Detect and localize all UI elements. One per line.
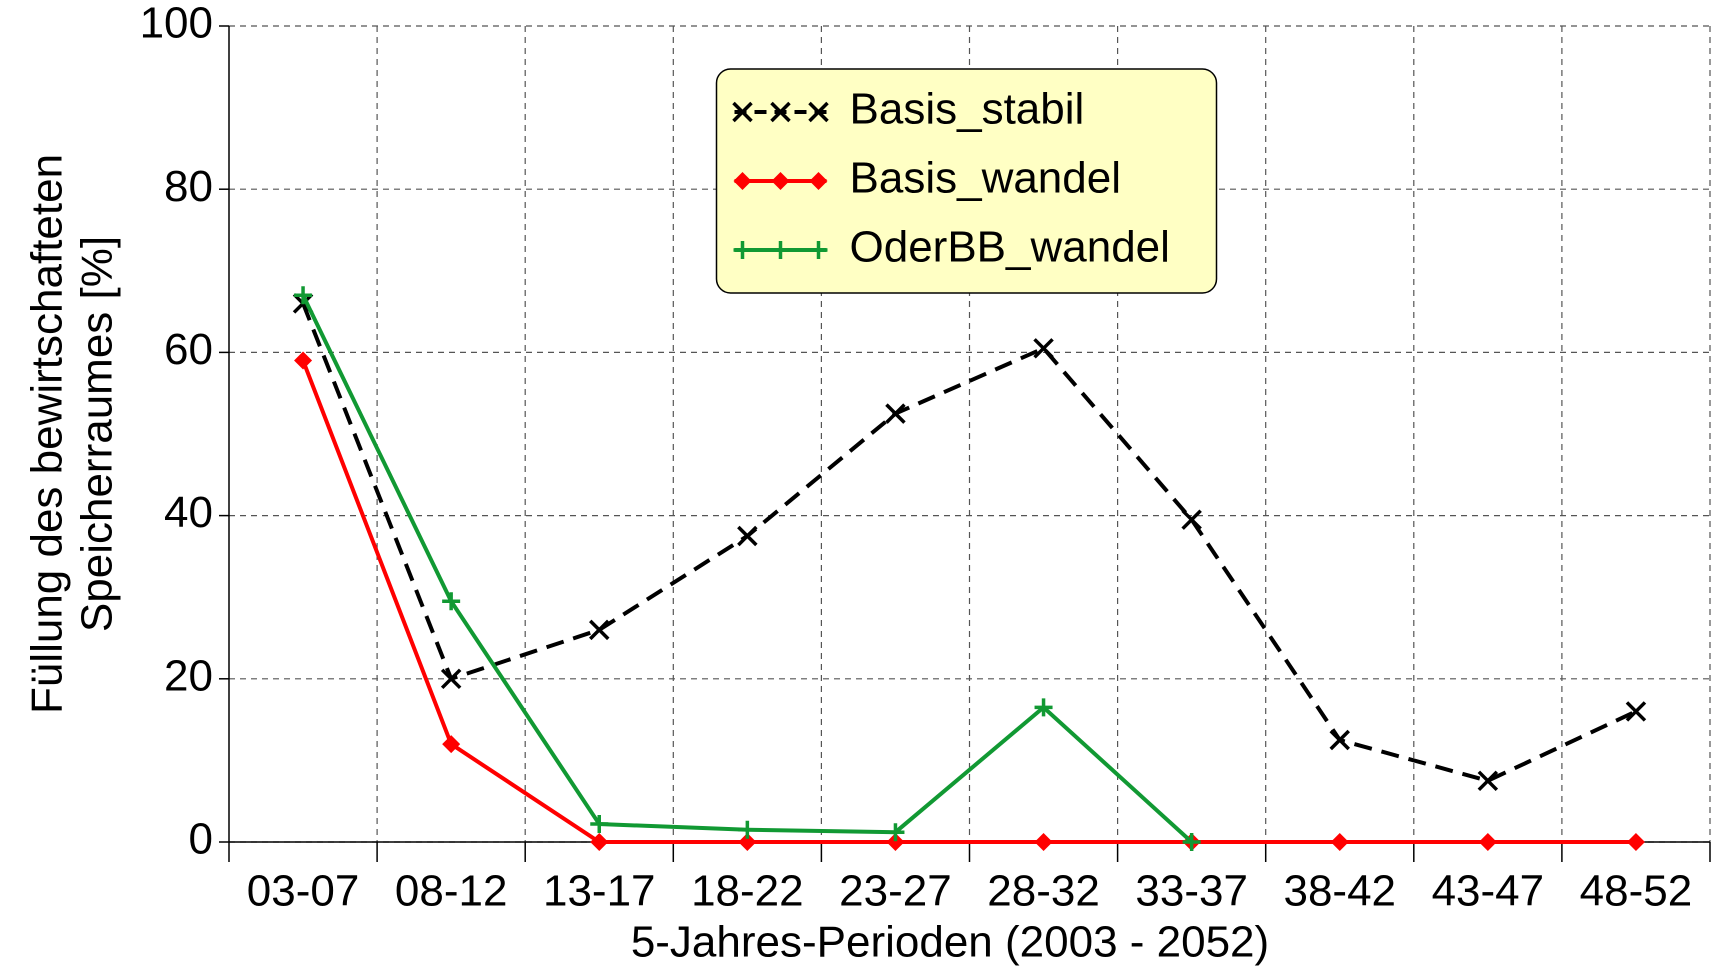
marker	[1330, 833, 1349, 851]
marker	[1182, 833, 1201, 851]
marker	[590, 833, 609, 851]
marker	[809, 172, 828, 190]
x-tick-label: 43-47	[1432, 867, 1545, 916]
x-tick-label: 38-42	[1283, 867, 1396, 916]
marker	[1034, 698, 1053, 717]
marker	[738, 833, 757, 851]
x-axis-label: 5-Jahres-Perioden (2003 - 2052)	[631, 918, 1269, 967]
y-tick-label: 40	[164, 488, 213, 537]
legend: Basis_stabil Basis_wandel OderBB_wandel	[715, 68, 1218, 294]
marker	[809, 241, 828, 259]
marker	[738, 820, 757, 839]
marker	[732, 101, 753, 123]
marker	[590, 815, 609, 834]
marker	[440, 668, 462, 690]
y-tick-label: 20	[164, 651, 213, 700]
marker	[442, 735, 461, 754]
y-axis-label: Speicherraumes [%]	[73, 236, 122, 632]
legend-label: OderBB_wandel	[850, 223, 1170, 272]
marker	[886, 833, 905, 851]
series-line	[301, 302, 1637, 783]
x-tick-label: 28-32	[987, 867, 1100, 916]
marker	[885, 403, 906, 424]
marker	[294, 286, 313, 305]
marker	[886, 823, 905, 842]
marker	[733, 172, 752, 190]
marker	[1477, 770, 1499, 792]
y-axis-label: Füllung des bewirtschafteten	[23, 154, 72, 714]
marker	[771, 172, 790, 190]
y-tick-label: 80	[164, 162, 213, 211]
marker	[1625, 701, 1647, 722]
marker	[808, 101, 829, 123]
y-tick-label: 60	[164, 325, 213, 374]
marker	[1329, 729, 1350, 751]
marker	[733, 241, 752, 259]
x-tick-label: 03-07	[247, 867, 360, 916]
x-tick-label: 18-22	[691, 867, 804, 916]
series-line	[301, 359, 1636, 844]
x-tick-label: 13-17	[543, 867, 656, 916]
marker	[770, 101, 791, 123]
series-line	[301, 294, 1193, 844]
marker	[737, 525, 758, 547]
marker	[442, 592, 461, 611]
marker	[294, 351, 313, 370]
y-tick-label: 100	[140, 0, 213, 48]
marker	[589, 619, 610, 641]
legend-label: Basis_wandel	[850, 154, 1122, 203]
x-tick-label: 48-52	[1580, 867, 1693, 916]
legend-box	[715, 68, 1218, 294]
x-tick-label: 08-12	[395, 867, 508, 916]
marker	[1033, 338, 1054, 359]
marker	[1626, 833, 1645, 851]
marker	[1034, 833, 1053, 851]
x-tick-label: 33-37	[1135, 867, 1248, 916]
marker	[1478, 833, 1497, 851]
x-tick-label: 23-27	[839, 867, 952, 916]
legend-label: Basis_stabil	[850, 85, 1085, 134]
marker	[1181, 509, 1202, 530]
y-tick-label: 0	[189, 815, 213, 864]
marker	[771, 241, 790, 259]
